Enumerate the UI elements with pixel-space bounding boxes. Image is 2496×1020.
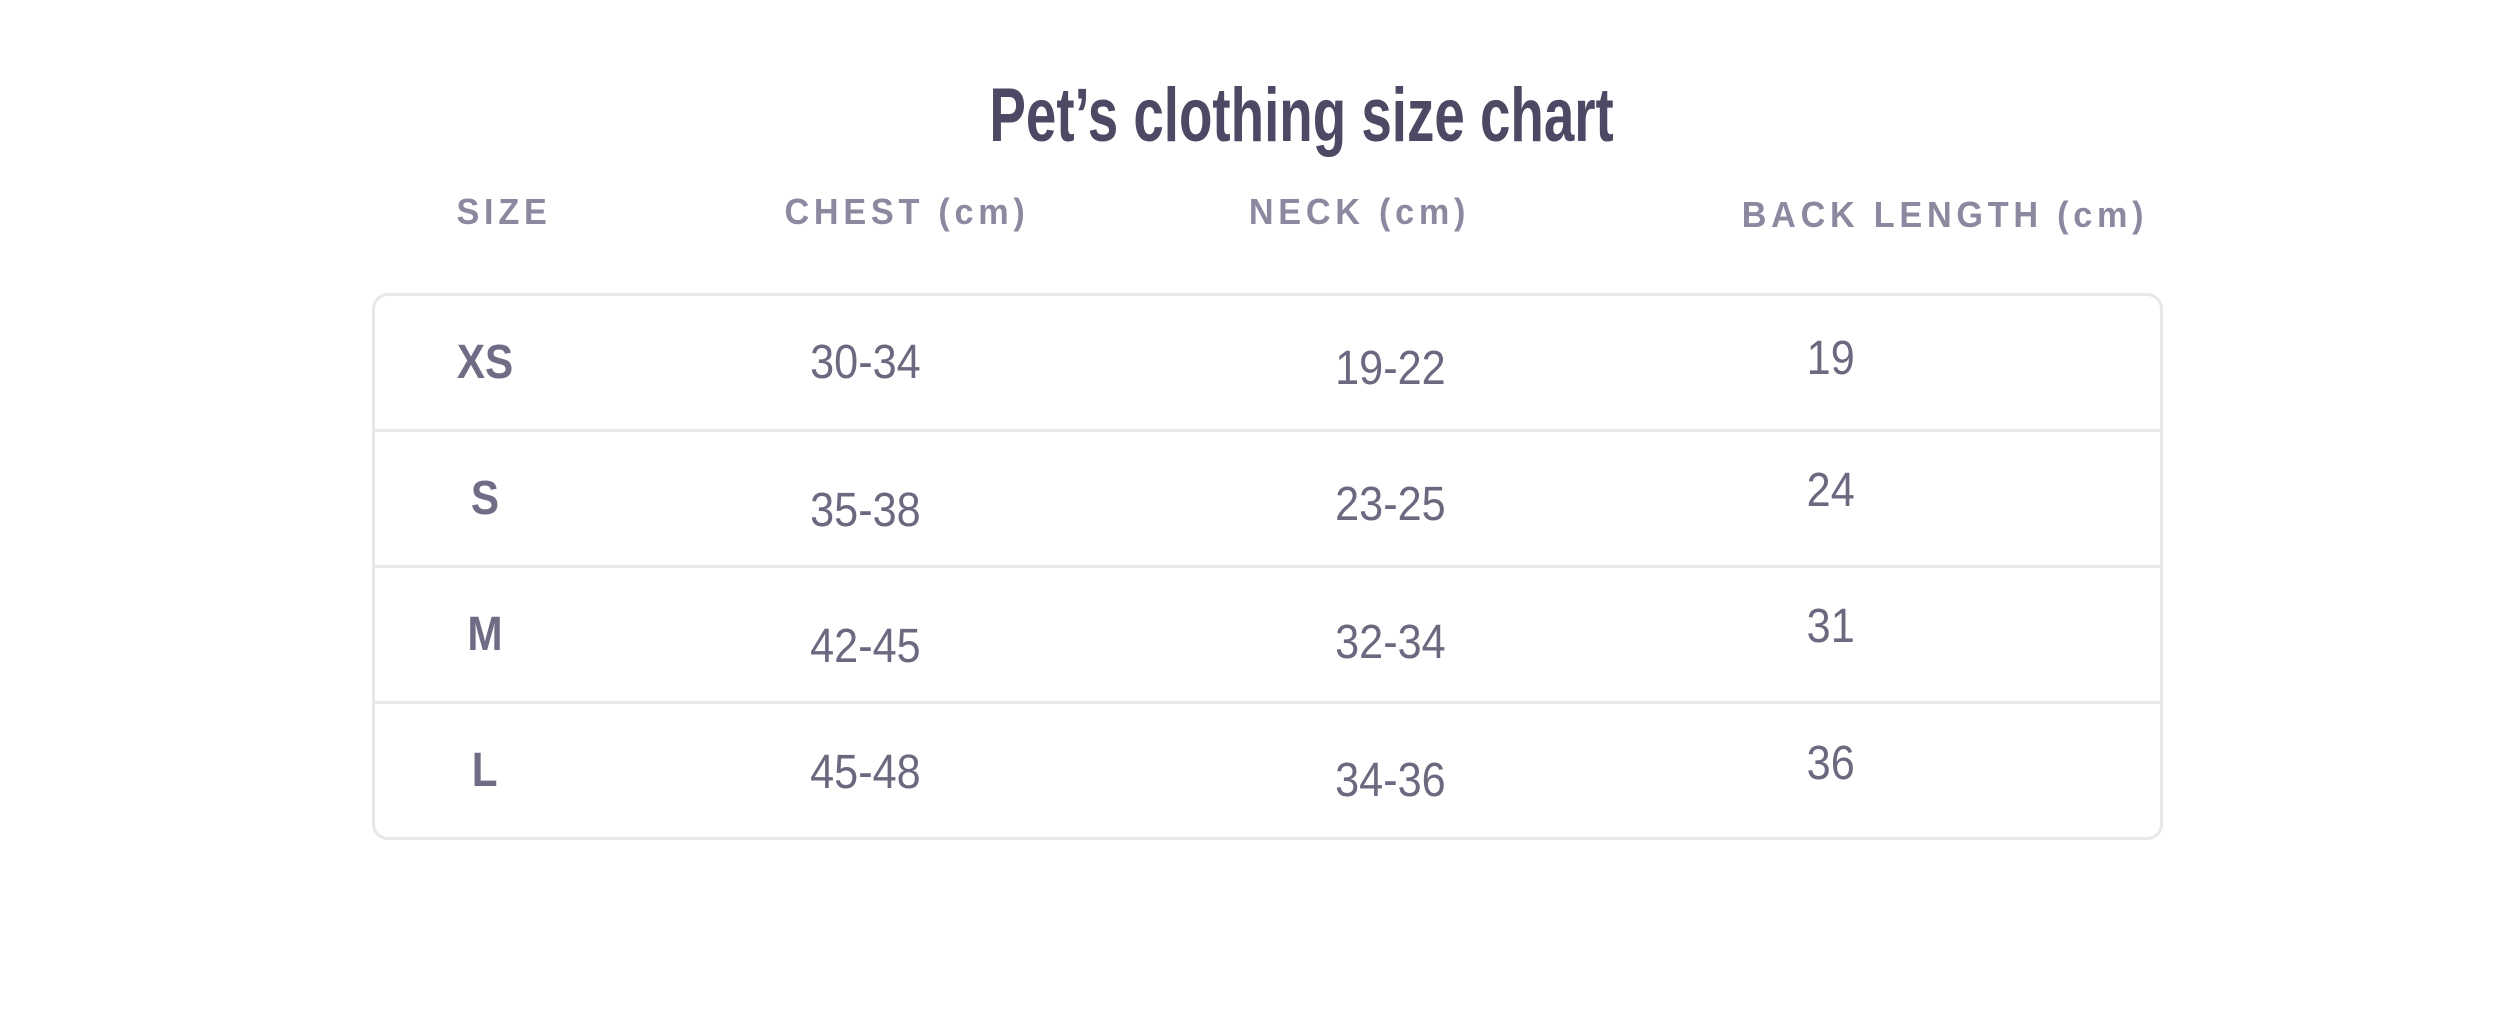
size-value: M [467, 607, 503, 661]
back-length-value: 24 [1806, 463, 1855, 517]
table-row-l: L 45-48 34-36 36 [375, 704, 2160, 837]
chest-value: 30-34 [809, 335, 921, 389]
table-row-m: M 42-45 32-34 31 [375, 568, 2160, 704]
back-length-value: 36 [1806, 736, 1855, 790]
column-header-chest-label: CHEST (cm) [784, 191, 1030, 232]
cell-size: S [375, 471, 595, 525]
back-length-value: 31 [1806, 599, 1855, 653]
chest-value: 35-38 [809, 483, 921, 537]
size-value: L [472, 743, 498, 797]
cell-back-length: 36 [1665, 739, 2166, 795]
page-title: Pet’s clothing size chart [989, 73, 1614, 158]
size-value: S [470, 471, 500, 525]
table-row-xs: XS 30-34 19-22 19 [375, 296, 2160, 432]
column-header-neck: NECK (cm) [1172, 190, 1662, 233]
column-header-chest: CHEST (cm) [592, 190, 1172, 233]
column-header-neck-label: NECK (cm) [1249, 191, 1471, 232]
size-value: XS [456, 335, 514, 389]
page-title-wrap: Pet’s clothing size chart [372, 78, 2163, 154]
chest-value: 45-48 [809, 745, 921, 799]
column-header-back-length: BACK LENGTH (cm) [1662, 190, 2163, 235]
cell-back-length: 24 [1665, 466, 2166, 523]
back-length-value: 19 [1806, 331, 1855, 385]
neck-value: 34-36 [1334, 753, 1446, 807]
table-row-s: S 35-38 23-25 24 [375, 432, 2160, 568]
cell-size: M [375, 607, 595, 661]
table-header-row: SIZE CHEST (cm) NECK (cm) BACK LENGTH (c… [372, 190, 2163, 235]
neck-value: 32-34 [1334, 615, 1446, 669]
cell-chest: 42-45 [595, 611, 1175, 670]
cell-back-length: 19 [1665, 334, 2166, 387]
column-header-back-length-label: BACK LENGTH (cm) [1741, 194, 2148, 235]
cell-chest: 45-48 [595, 745, 1175, 799]
cell-size: L [375, 743, 595, 797]
chest-value: 42-45 [809, 619, 921, 673]
neck-value: 19-22 [1334, 341, 1446, 395]
cell-size: XS [375, 335, 595, 389]
cell-neck: 23-25 [1175, 475, 1665, 528]
cell-neck: 34-36 [1175, 747, 1665, 804]
cell-neck: 32-34 [1175, 611, 1665, 666]
cell-back-length: 31 [1665, 602, 2166, 659]
cell-neck: 19-22 [1175, 339, 1665, 392]
size-table: XS 30-34 19-22 19 S 35-38 23-25 24 [372, 293, 2163, 840]
column-header-size-label: SIZE [456, 191, 552, 232]
column-header-size: SIZE [372, 190, 592, 233]
neck-value: 23-25 [1334, 477, 1446, 531]
cell-chest: 35-38 [595, 475, 1175, 534]
cell-chest: 30-34 [595, 335, 1175, 389]
